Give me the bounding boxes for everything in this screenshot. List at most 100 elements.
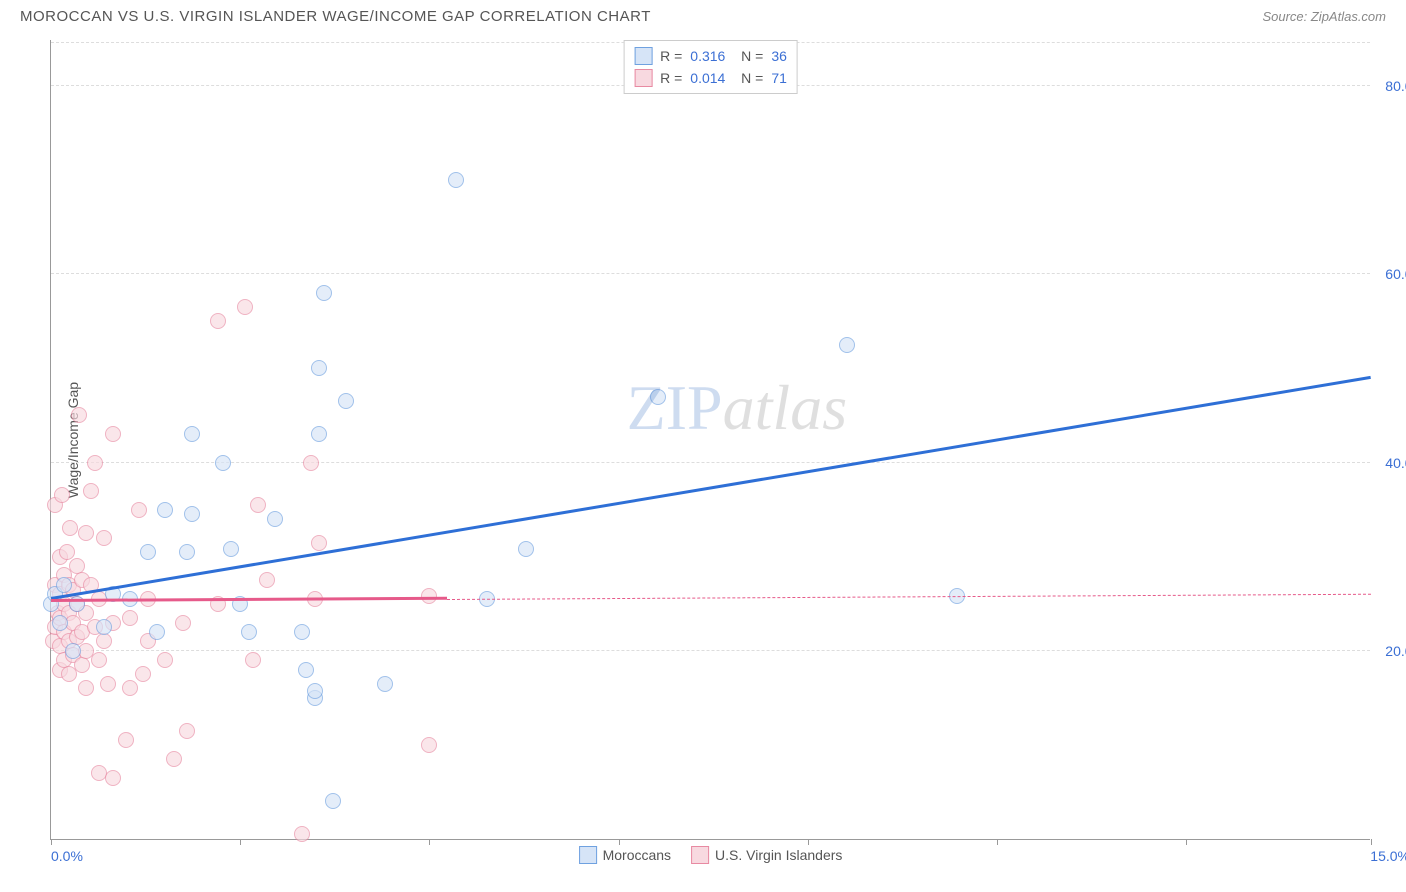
x-tick — [1186, 839, 1187, 845]
data-point — [87, 455, 103, 471]
legend-swatch — [579, 846, 597, 864]
y-tick-label: 80.0% — [1385, 78, 1406, 94]
legend-n-value: 36 — [771, 48, 787, 64]
legend-r-label: R = — [660, 48, 682, 64]
data-point — [179, 544, 195, 560]
data-point — [250, 497, 266, 513]
data-point — [307, 683, 323, 699]
data-point — [59, 544, 75, 560]
data-point — [294, 624, 310, 640]
x-tick — [619, 839, 620, 845]
data-point — [311, 426, 327, 442]
legend-series: Moroccans U.S. Virgin Islanders — [579, 846, 843, 864]
data-point — [54, 487, 70, 503]
data-point — [311, 535, 327, 551]
data-point — [166, 751, 182, 767]
data-point — [303, 455, 319, 471]
data-point — [518, 541, 534, 557]
trend-line — [51, 597, 447, 602]
data-point — [184, 506, 200, 522]
legend-n-label: N = — [733, 70, 763, 86]
legend-swatch — [634, 69, 652, 87]
watermark: ZIPatlas — [627, 371, 847, 445]
data-point — [52, 615, 68, 631]
data-point — [377, 676, 393, 692]
legend-r-label: R = — [660, 70, 682, 86]
gridline — [51, 650, 1370, 651]
data-point — [65, 643, 81, 659]
data-point — [839, 337, 855, 353]
data-point — [149, 624, 165, 640]
data-point — [122, 610, 138, 626]
legend-series-item: Moroccans — [579, 846, 671, 864]
data-point — [210, 313, 226, 329]
data-point — [83, 483, 99, 499]
legend-n-value: 71 — [771, 70, 787, 86]
data-point — [157, 652, 173, 668]
data-point — [325, 793, 341, 809]
data-point — [448, 172, 464, 188]
data-point — [100, 676, 116, 692]
legend-stats-row: R = 0.316 N = 36 — [634, 45, 787, 67]
data-point — [245, 652, 261, 668]
data-point — [74, 657, 90, 673]
y-tick-label: 60.0% — [1385, 266, 1406, 282]
y-tick-label: 20.0% — [1385, 643, 1406, 659]
header: MOROCCAN VS U.S. VIRGIN ISLANDER WAGE/IN… — [0, 0, 1406, 29]
data-point — [56, 577, 72, 593]
data-point — [118, 732, 134, 748]
x-tick — [429, 839, 430, 845]
plot-area: ZIPatlas R = 0.316 N = 36R = 0.014 N = 7… — [50, 40, 1370, 840]
source-label: Source: ZipAtlas.com — [1262, 9, 1386, 24]
data-point — [96, 619, 112, 635]
y-tick-label: 40.0% — [1385, 455, 1406, 471]
x-axis-max-label: 15.0% — [1370, 848, 1406, 864]
x-tick — [240, 839, 241, 845]
x-tick — [808, 839, 809, 845]
data-point — [135, 666, 151, 682]
data-point — [78, 680, 94, 696]
legend-r-value: 0.316 — [690, 48, 725, 64]
data-point — [421, 737, 437, 753]
data-point — [131, 502, 147, 518]
data-point — [298, 662, 314, 678]
data-point — [71, 407, 87, 423]
data-point — [140, 544, 156, 560]
data-point — [122, 680, 138, 696]
x-tick — [997, 839, 998, 845]
data-point — [650, 389, 666, 405]
data-point — [175, 615, 191, 631]
data-point — [267, 511, 283, 527]
legend-stats: R = 0.316 N = 36R = 0.014 N = 71 — [623, 40, 798, 94]
data-point — [294, 826, 310, 842]
legend-series-item: U.S. Virgin Islanders — [691, 846, 842, 864]
gridline — [51, 273, 1370, 274]
chart-container: Wage/Income Gap ZIPatlas R = 0.316 N = 3… — [50, 40, 1370, 840]
x-axis-min-label: 0.0% — [51, 848, 83, 864]
data-point — [157, 502, 173, 518]
x-tick — [51, 839, 52, 845]
legend-series-label: Moroccans — [603, 847, 671, 863]
data-point — [179, 723, 195, 739]
legend-n-label: N = — [733, 48, 763, 64]
legend-r-value: 0.014 — [690, 70, 725, 86]
x-tick — [1371, 839, 1372, 845]
data-point — [105, 426, 121, 442]
data-point — [91, 652, 107, 668]
data-point — [96, 633, 112, 649]
data-point — [96, 530, 112, 546]
data-point — [105, 770, 121, 786]
data-point — [237, 299, 253, 315]
data-point — [62, 520, 78, 536]
trend-line — [447, 593, 1371, 599]
data-point — [223, 541, 239, 557]
legend-stats-row: R = 0.014 N = 71 — [634, 67, 787, 89]
data-point — [241, 624, 257, 640]
data-point — [215, 455, 231, 471]
trend-line — [51, 375, 1371, 599]
data-point — [311, 360, 327, 376]
data-point — [259, 572, 275, 588]
legend-swatch — [634, 47, 652, 65]
data-point — [338, 393, 354, 409]
gridline — [51, 462, 1370, 463]
